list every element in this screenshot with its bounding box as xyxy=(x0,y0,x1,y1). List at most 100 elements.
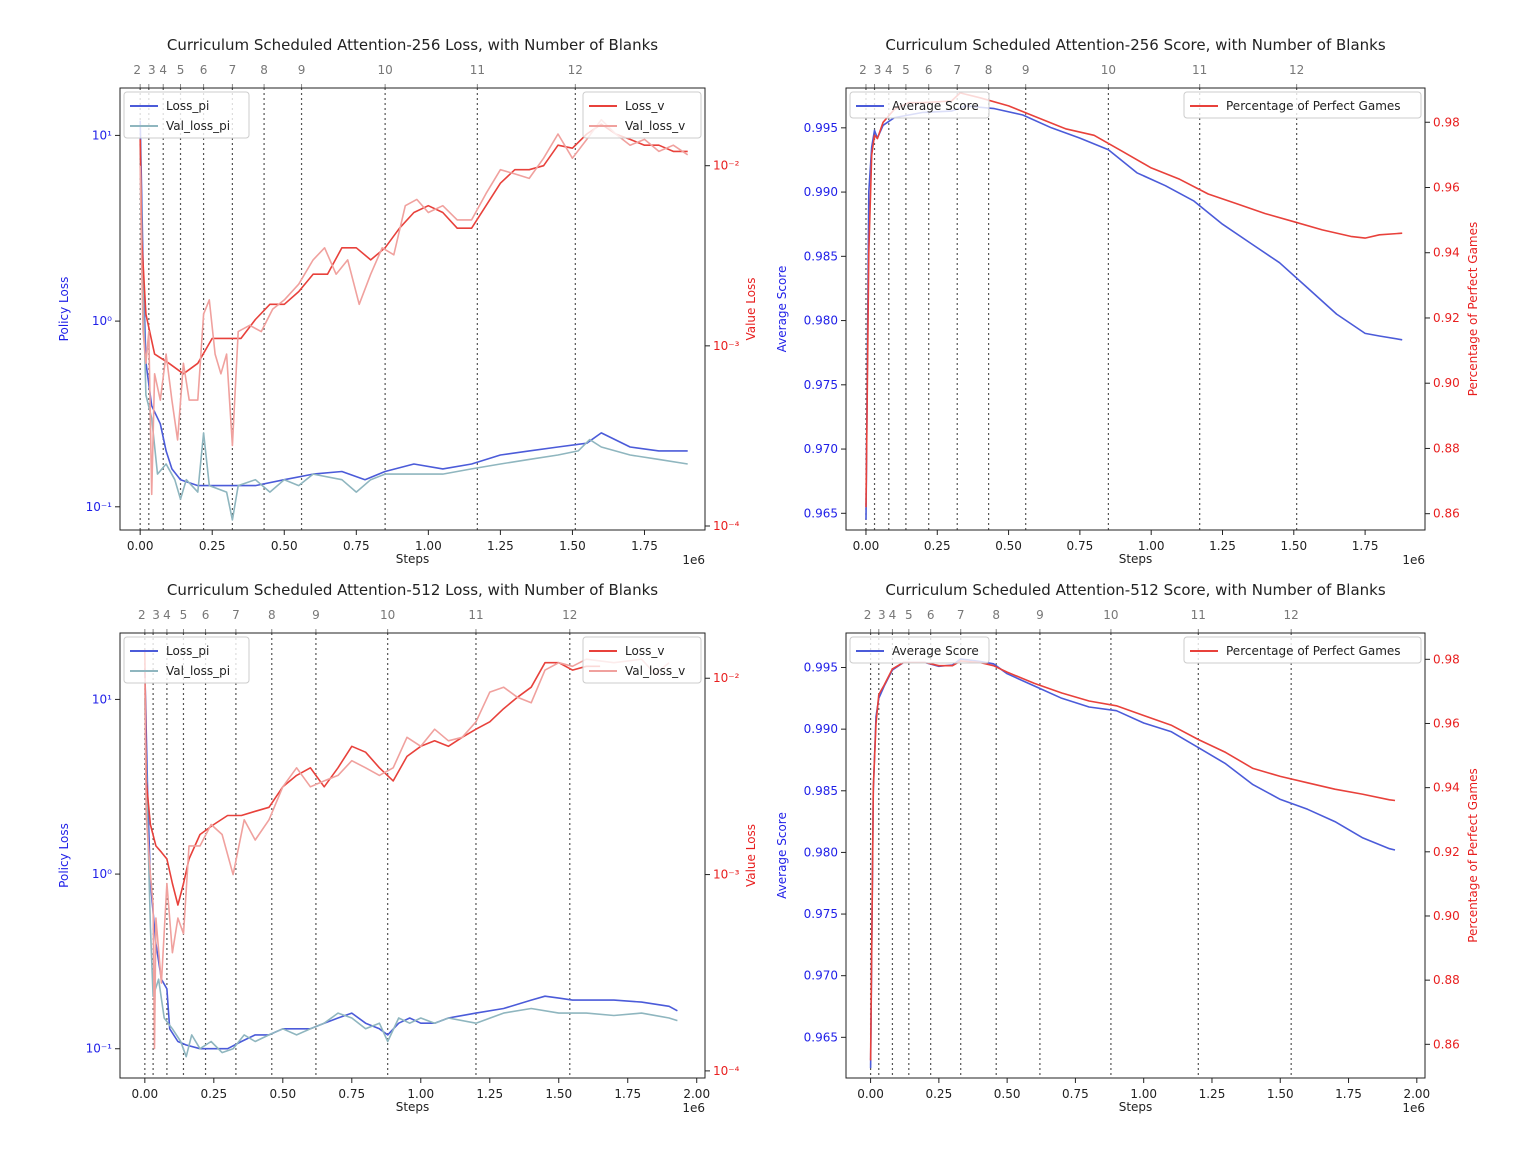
blank-count-label: 10 xyxy=(1101,63,1116,77)
x-tick-label: 0.75 xyxy=(1062,1087,1089,1101)
x-tick-label: 1.75 xyxy=(1335,1087,1362,1101)
x-tick-label: 1.50 xyxy=(1267,1087,1294,1101)
x-tick-label: 1.75 xyxy=(631,539,658,553)
legend-box xyxy=(849,91,990,119)
x-tick-label: 1.00 xyxy=(407,1087,434,1101)
y-right-tick-label: 0.90 xyxy=(1433,909,1460,923)
series-line-val-loss-v xyxy=(144,658,670,1050)
legend-label: Loss_pi xyxy=(166,99,209,113)
x-axis-label: Steps xyxy=(396,1100,430,1114)
legend-label: Percentage of Perfect Games xyxy=(1226,644,1401,658)
blank-count-label: 12 xyxy=(1284,608,1299,622)
y-right-tick-label: 0.98 xyxy=(1433,652,1460,666)
x-tick-label: 1.25 xyxy=(1209,539,1236,553)
x-tick-label: 0.25 xyxy=(925,1087,952,1101)
y-right-tick-label: 0.96 xyxy=(1433,716,1460,730)
chart-title: Curriculum Scheduled Attention-256 Loss,… xyxy=(167,36,658,54)
y-left-tick-label: 0.995 xyxy=(804,121,838,135)
y-left-axis-label: Policy Loss xyxy=(57,823,71,888)
plot-frame xyxy=(119,87,706,531)
blank-count-label: 3 xyxy=(878,608,886,622)
legend-box xyxy=(1183,91,1422,119)
y-left-tick-label: 0.965 xyxy=(804,506,838,520)
y-left-tick-label: 10¹ xyxy=(92,692,112,706)
y-left-tick-label: 0.980 xyxy=(804,314,838,328)
x-axis-multiplier: 1e6 xyxy=(1402,553,1425,567)
x-axis-multiplier: 1e6 xyxy=(682,1101,705,1115)
y-left-axis-label: Average Score xyxy=(775,266,789,353)
y-left-tick-label: 0.995 xyxy=(804,661,838,675)
y-right-tick-label: 0.98 xyxy=(1433,115,1460,129)
series-line-val-loss-v xyxy=(139,118,689,496)
x-tick-label: 1.25 xyxy=(487,539,514,553)
legend-label: Loss_pi xyxy=(166,644,209,658)
blank-count-label: 6 xyxy=(202,608,210,622)
legend-label: Average Score xyxy=(892,99,979,113)
y-left-tick-label: 10¹ xyxy=(92,128,112,142)
blank-count-label: 7 xyxy=(229,63,237,77)
blank-count-label: 11 xyxy=(1191,608,1206,622)
y-right-tick-label: 10⁻² xyxy=(713,671,740,685)
chart-panel-3: Curriculum Scheduled Attention-512 Loss,… xyxy=(57,581,758,1115)
blank-count-label: 5 xyxy=(177,63,185,77)
y-right-tick-label: 10⁻² xyxy=(713,159,740,173)
x-tick-label: 0.25 xyxy=(200,1087,227,1101)
legend-left: Average Score xyxy=(849,636,990,664)
y-left-tick-label: 10⁻¹ xyxy=(86,1042,113,1056)
blank-count-label: 2 xyxy=(138,608,146,622)
y-right-tick-label: 0.86 xyxy=(1433,1037,1460,1051)
blank-count-label: 2 xyxy=(133,63,141,77)
blank-count-label: 4 xyxy=(889,608,897,622)
x-tick-label: 1.25 xyxy=(1199,1087,1226,1101)
y-right-tick-label: 0.94 xyxy=(1433,781,1460,795)
legend-label: Val_loss_pi xyxy=(166,119,230,133)
y-right-axis-label: Percentage of Perfect Games xyxy=(1466,222,1480,397)
legend-right: Percentage of Perfect Games xyxy=(1183,636,1422,664)
series-line-loss-pi xyxy=(139,120,688,487)
blank-count-label: 8 xyxy=(260,63,268,77)
y-left-tick-label: 0.985 xyxy=(804,784,838,798)
x-tick-label: 1.00 xyxy=(415,539,442,553)
blank-count-label: 5 xyxy=(905,608,913,622)
y-left-axis-label: Average Score xyxy=(775,812,789,899)
blank-count-label: 7 xyxy=(232,608,240,622)
x-tick-label: 1.50 xyxy=(559,539,586,553)
blank-count-label: 7 xyxy=(957,608,965,622)
x-tick-label: 1.00 xyxy=(1130,1087,1157,1101)
series-line-average-score xyxy=(869,658,1396,1069)
y-right-axis-label: Value Loss xyxy=(744,277,758,340)
blank-count-label: 3 xyxy=(152,608,160,622)
x-tick-label: 0.75 xyxy=(338,1087,365,1101)
y-right-tick-label: 0.90 xyxy=(1433,376,1460,390)
legend-label: Loss_v xyxy=(625,644,664,658)
blank-count-label: 2 xyxy=(859,63,867,77)
x-tick-label: 0.25 xyxy=(199,539,226,553)
x-tick-label: 1.50 xyxy=(1280,539,1307,553)
y-right-axis-label: Value Loss xyxy=(744,824,758,887)
blank-count-label: 6 xyxy=(927,608,935,622)
y-left-tick-label: 0.990 xyxy=(804,185,838,199)
chart-panel-4: Curriculum Scheduled Attention-512 Score… xyxy=(775,581,1480,1115)
x-tick-label: 0.00 xyxy=(131,1087,158,1101)
legend-left: Loss_pi Val_loss_pi xyxy=(123,636,250,684)
y-right-tick-label: 10⁻³ xyxy=(713,868,740,882)
blank-count-label: 5 xyxy=(902,63,910,77)
x-tick-label: 0.00 xyxy=(857,1087,884,1101)
x-tick-label: 2.00 xyxy=(683,1087,710,1101)
blank-count-label: 8 xyxy=(985,63,993,77)
blank-count-label: 9 xyxy=(1036,608,1044,622)
x-tick-label: 0.75 xyxy=(343,539,370,553)
x-tick-label: 0.00 xyxy=(853,539,880,553)
legend-box xyxy=(849,636,990,664)
x-axis-label: Steps xyxy=(1119,1100,1153,1114)
x-tick-label: 1.00 xyxy=(1138,539,1165,553)
y-right-tick-label: 0.86 xyxy=(1433,507,1460,521)
series-line-val-loss-pi xyxy=(144,699,678,1058)
chart-panel-1: Curriculum Scheduled Attention-256 Loss,… xyxy=(57,36,758,567)
blank-count-label: 7 xyxy=(953,63,961,77)
blank-count-label: 11 xyxy=(1192,63,1207,77)
legend-right: Percentage of Perfect Games xyxy=(1183,91,1422,119)
y-left-tick-label: 0.965 xyxy=(804,1030,838,1044)
blank-count-label: 4 xyxy=(159,63,167,77)
plot-frame xyxy=(119,632,706,1079)
